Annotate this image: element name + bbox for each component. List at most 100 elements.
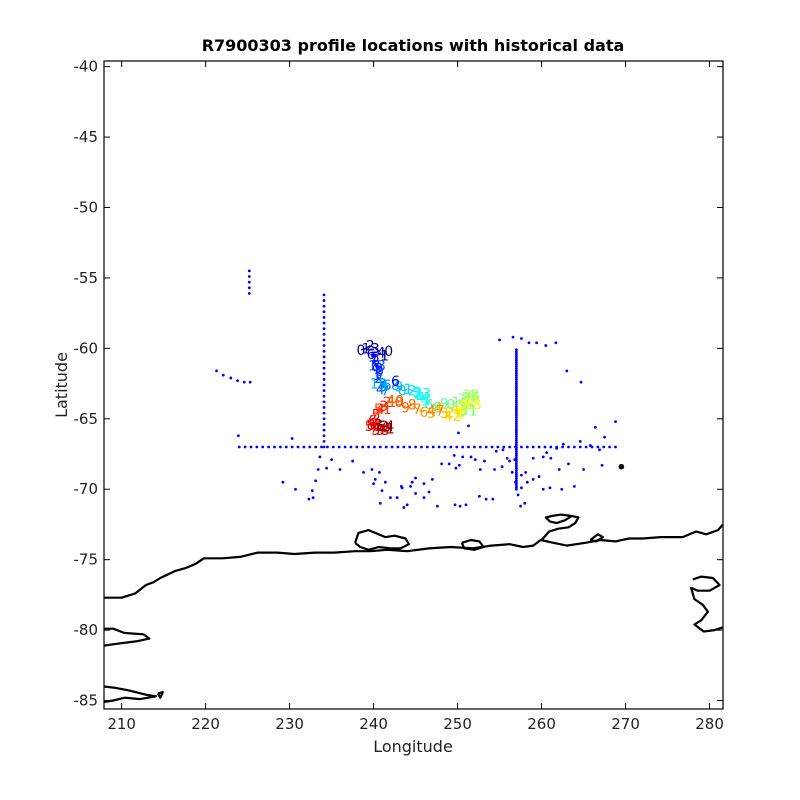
historical-point [561,445,564,449]
historical-point [322,389,326,393]
historical-point [322,417,326,421]
track-segment [411,404,418,410]
historical-point [549,456,553,460]
historical-point [320,445,323,449]
plot-frame [103,60,724,710]
profile-marker: 7 [369,353,378,369]
historical-point [541,455,545,459]
historical-point [322,377,326,381]
historical-point [598,448,601,452]
historical-point [514,466,518,470]
historical-point [544,344,548,347]
y-tick-label: -80 [74,621,99,639]
historical-point [343,445,347,449]
historical-point [600,463,604,467]
x-tick-label: 220 [191,715,220,733]
x-axis-ticks: 210 220 230 240 250 260 270 280 [107,61,724,733]
profile-marker: 2 [457,392,466,408]
profile-marker: 4 [416,391,425,407]
y-axis-label: Latitude [52,352,71,418]
historical-point [255,445,259,449]
profile-marker: 4 [376,402,385,418]
y-tick-label: -45 [74,128,99,146]
historical-point [420,445,423,449]
historical-point [453,503,457,507]
historical-point [535,341,538,345]
track-segment [416,391,422,399]
historical-point [290,445,294,449]
historical-point [531,445,535,449]
historical-point [322,394,326,398]
historical-point [427,490,431,494]
profile-marker: 4 [377,346,386,362]
profile-marker: 6 [368,413,377,429]
historical-point [409,485,412,488]
track-segment [378,423,385,427]
historical-point [402,445,406,449]
historical-point [405,503,409,507]
historical-point [302,445,306,449]
profile-marker: 1 [452,402,461,418]
track-segment [395,384,400,388]
historical-point [514,420,518,424]
track-segment [379,405,385,410]
profile-number-label: 31 [460,403,478,419]
historical-point [243,445,247,449]
historical-point [247,280,251,284]
profile-number-label: 42 [444,409,462,425]
profile-marker: 1 [373,368,382,384]
historical-point [337,445,341,449]
historical-point [514,451,518,455]
profile-marker: 5 [371,350,380,366]
profile-marker: 2 [380,419,389,435]
historical-point [572,445,576,449]
historical-point [514,382,518,385]
historical-point [373,477,377,481]
track-segment [426,398,438,409]
profile-marker: 9 [394,379,403,395]
track-segment [376,370,381,376]
track-segment [462,404,471,409]
coastline-segment [354,528,410,551]
historical-point [514,443,518,447]
historical-point [322,310,326,314]
x-tick-label: 210 [107,715,136,733]
historical-point [537,445,541,449]
profile-marker: 0 [394,395,403,411]
historical-point [310,489,314,493]
historical-point [531,456,535,460]
track-segment [456,408,463,413]
historical-point [296,445,300,449]
profile-marker: 3 [462,391,471,407]
historical-point [584,445,588,449]
historical-point [602,445,606,449]
historical-point [554,341,558,345]
x-tick-label: 280 [695,715,724,733]
historical-point [523,501,527,505]
y-tick-label: -55 [74,269,99,287]
historical-point [555,446,559,450]
historical-point [514,373,518,377]
historical-point [525,480,529,484]
track-segment [437,402,445,409]
historical-point [338,468,342,471]
historical-point [490,445,494,449]
historical-point [514,409,518,413]
historical-point [331,445,335,449]
profile-marker: 1 [404,382,413,398]
historical-point [527,341,531,345]
historical-point [322,400,326,404]
historical-point [430,477,434,481]
profile-number-label: 6 [391,374,400,390]
historical-point [514,375,518,379]
historical-point [390,445,394,449]
historical-point [514,456,518,459]
historical-point [514,422,518,426]
historical-point [557,468,561,471]
historical-point [514,483,518,487]
profile-number-label: 13 [368,358,386,374]
profile-marker: 2 [408,384,417,400]
profile-marker: 5 [378,379,387,395]
